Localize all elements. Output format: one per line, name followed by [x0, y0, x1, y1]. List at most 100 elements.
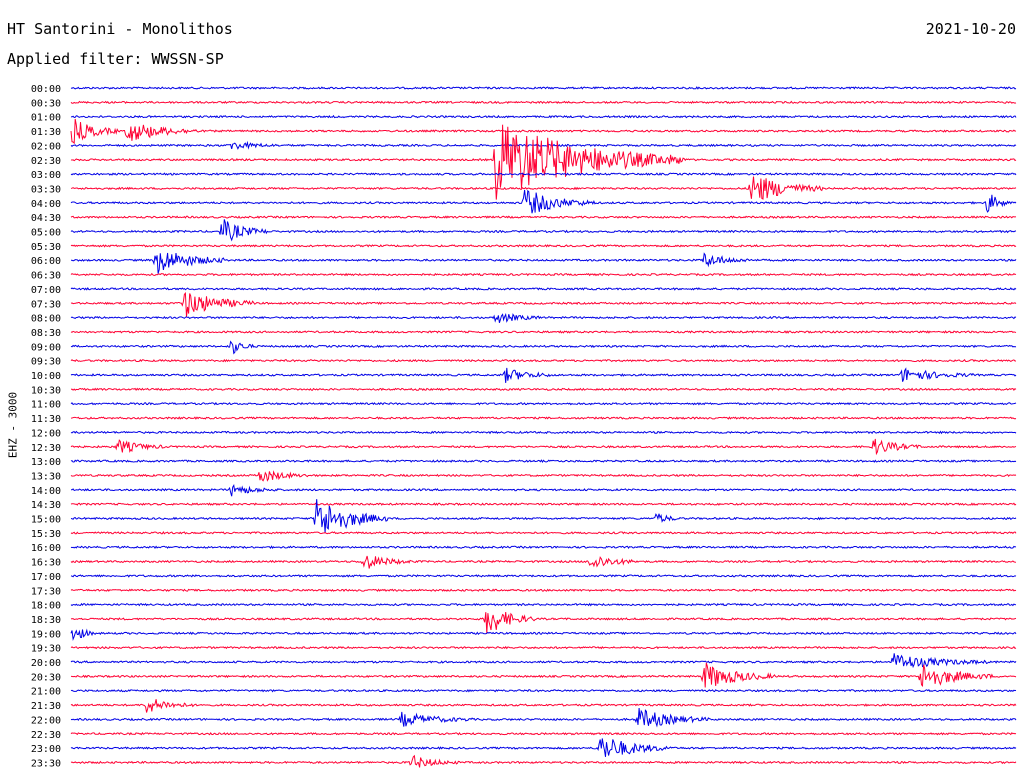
seismic-trace: [70, 738, 1017, 757]
row-time-label: 14:30: [31, 500, 61, 511]
row-time-label: 18:00: [31, 601, 61, 612]
row-time-label: 19:30: [31, 644, 61, 655]
row-time-label: 18:30: [31, 615, 61, 626]
seismic-trace: [70, 645, 1017, 650]
row-time-label: 07:00: [31, 285, 61, 296]
row-time-label: 12:00: [31, 428, 61, 439]
seismic-trace: [70, 287, 1017, 291]
row-time-label: 08:00: [31, 314, 61, 325]
seismic-trace: [70, 124, 1017, 200]
row-time-label: 23:30: [31, 758, 61, 769]
seismic-trace: [70, 688, 1017, 693]
row-time-label: 02:30: [31, 156, 61, 167]
seismic-trace: [70, 340, 1017, 355]
seismic-trace: [70, 189, 1017, 214]
seismic-trace: [70, 470, 1017, 482]
seismic-trace: [70, 215, 1017, 219]
row-time-label: 12:30: [31, 443, 61, 454]
seismic-trace: [70, 628, 1017, 642]
row-time-label: 16:00: [31, 543, 61, 554]
seismic-trace: [70, 100, 1017, 105]
seismic-trace: [70, 387, 1017, 392]
row-time-label: 21:00: [31, 687, 61, 698]
seismic-trace: [70, 367, 1017, 383]
row-time-label: 11:30: [31, 414, 61, 425]
row-time-label: 06:30: [31, 271, 61, 282]
seismic-trace: [70, 358, 1016, 363]
seismic-trace: [70, 172, 1017, 176]
row-time-label: 05:00: [31, 228, 61, 239]
seismic-trace: [70, 272, 1017, 277]
row-time-label: 09:00: [31, 342, 61, 353]
row-time-label: 10:30: [31, 385, 61, 396]
row-time-label: 08:30: [31, 328, 61, 339]
row-time-label: 15:30: [31, 529, 61, 540]
seismic-trace: [70, 219, 1017, 242]
filter-label: Applied filter: WWSSN-SP: [7, 50, 224, 68]
row-time-label: 16:30: [31, 558, 61, 569]
seismic-trace: [70, 531, 1017, 535]
seismic-trace: [70, 545, 1017, 550]
seismic-trace: [70, 416, 1017, 420]
row-time-label: 13:30: [31, 471, 61, 482]
seismic-trace: [70, 312, 1017, 323]
seismic-trace: [70, 176, 1017, 200]
row-time-label: 11:00: [31, 400, 61, 411]
row-time-label: 03:00: [31, 170, 61, 181]
seismic-trace: [71, 483, 1017, 497]
seismic-trace: [70, 611, 1017, 634]
row-time-label: 05:30: [31, 242, 61, 253]
row-time-label: 00:30: [31, 98, 61, 109]
seismic-trace: [70, 707, 1017, 728]
seismic-trace: [71, 662, 1017, 688]
seismic-trace: [70, 653, 1017, 669]
seismic-trace: [70, 499, 1017, 533]
seismic-trace: [70, 118, 1017, 145]
row-time-label: 21:30: [31, 701, 61, 712]
row-time-label: 15:00: [31, 515, 61, 526]
row-time-label: 22:30: [31, 730, 61, 741]
row-time-label: 01:30: [31, 127, 61, 138]
seismic-trace: [70, 574, 1017, 578]
row-time-label: 07:30: [31, 299, 61, 310]
row-time-label: 01:00: [31, 113, 61, 124]
row-time-label: 14:00: [31, 486, 61, 497]
seismic-trace: [70, 602, 1017, 607]
seismic-trace: [70, 291, 1017, 317]
row-time-label: 17:30: [31, 586, 61, 597]
row-time-label: 23:00: [31, 744, 61, 755]
seismic-trace: [70, 502, 1017, 506]
row-time-label: 00:00: [31, 84, 61, 95]
row-time-label: 04:30: [31, 213, 61, 224]
row-time-label: 04:00: [31, 199, 61, 210]
seismic-trace: [70, 438, 1017, 456]
record-date: 2021-10-20: [925, 20, 1016, 38]
row-time-label: 19:00: [31, 629, 61, 640]
seismic-trace: [70, 588, 1017, 592]
row-time-label: 22:00: [31, 715, 61, 726]
row-time-label: 06:00: [31, 256, 61, 267]
seismic-trace: [70, 699, 1017, 713]
row-time-label: 03:30: [31, 184, 61, 195]
seismic-trace: [70, 731, 1017, 736]
row-time-label: 02:00: [31, 141, 61, 152]
seismic-trace: [70, 86, 1017, 90]
row-time-label: 20:00: [31, 658, 61, 669]
row-time-label: 20:30: [31, 672, 61, 683]
seismic-trace: [70, 244, 1017, 248]
row-time-label: 17:00: [31, 572, 61, 583]
row-time-label: 10:00: [31, 371, 61, 382]
seismic-trace: [70, 114, 1017, 119]
seismic-trace: [71, 252, 1017, 274]
seismic-trace: [70, 459, 1017, 463]
seismic-trace: [70, 754, 1017, 768]
station-title: HT Santorini - Monolithos: [7, 20, 233, 38]
row-time-label: 09:30: [31, 357, 61, 368]
seismic-trace: [70, 330, 1017, 334]
seismic-trace: [70, 140, 1017, 150]
seismic-trace: [70, 401, 1017, 406]
seismic-trace: [70, 430, 1017, 435]
row-time-label: 13:00: [31, 457, 61, 468]
seismic-trace: [70, 555, 1017, 569]
